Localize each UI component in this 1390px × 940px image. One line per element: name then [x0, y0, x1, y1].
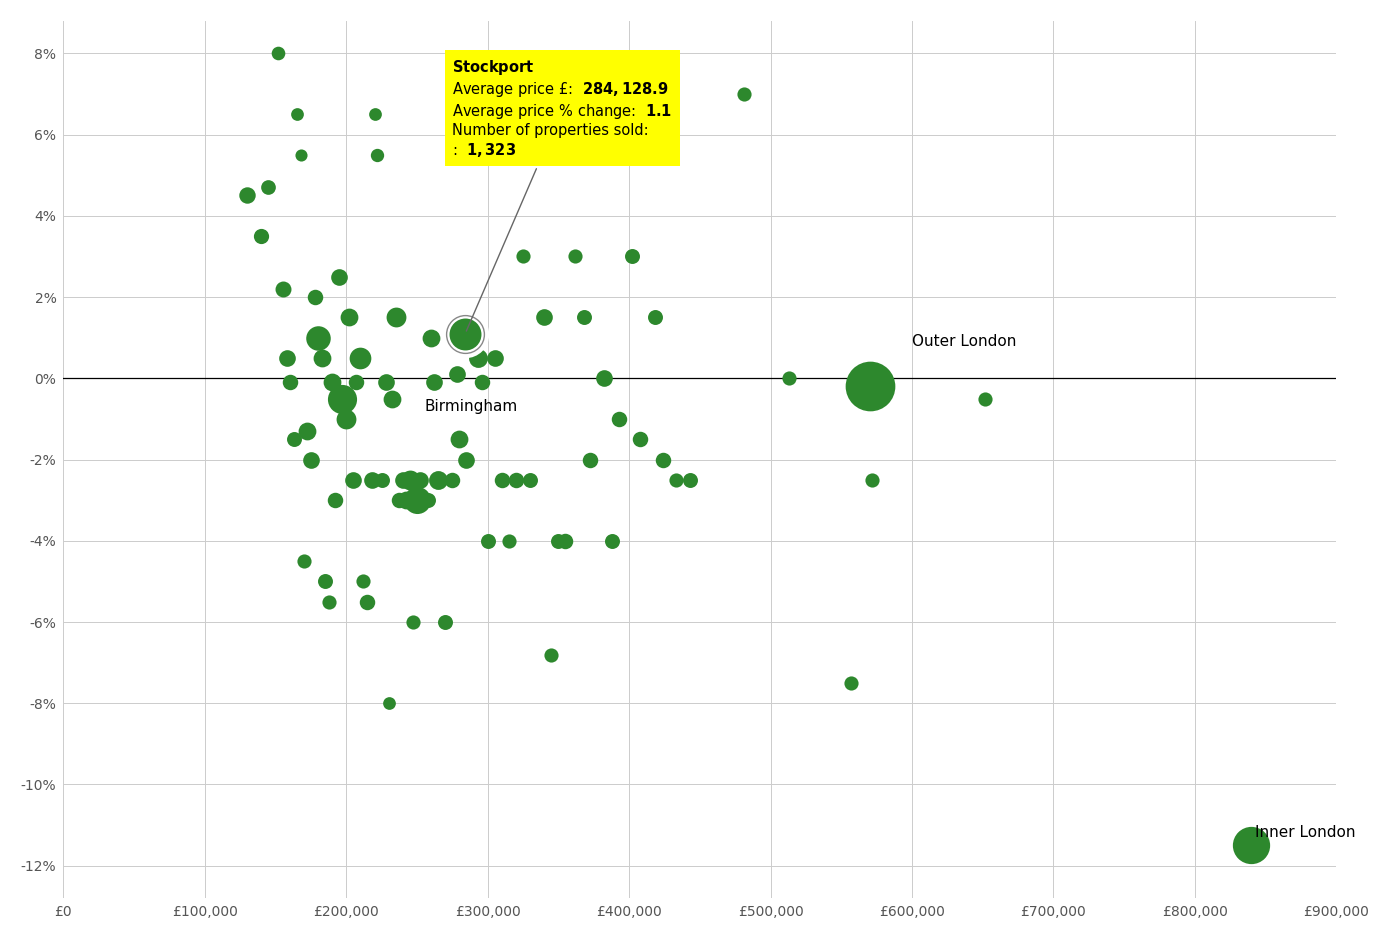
Point: [399, 472, 421, 487]
Point: [356, 594, 378, 609]
Point: [406, 493, 428, 508]
Text: Outer London: Outer London: [912, 334, 1016, 349]
Point: [275, 351, 297, 366]
Point: [974, 391, 997, 406]
Point: [345, 375, 367, 390]
Point: [498, 533, 520, 548]
Point: [491, 472, 513, 487]
Point: [630, 431, 652, 446]
Point: [417, 493, 439, 508]
Point: [441, 472, 463, 487]
Point: [477, 533, 499, 548]
Point: [564, 249, 587, 264]
Text: Birmingham: Birmingham: [424, 399, 517, 414]
Point: [505, 472, 527, 487]
Point: [371, 472, 393, 487]
Point: [548, 533, 570, 548]
Point: [285, 107, 307, 122]
Point: [664, 472, 687, 487]
Point: [331, 391, 353, 406]
Point: [318, 594, 341, 609]
Point: [840, 676, 862, 691]
Point: [385, 310, 407, 325]
Point: [352, 573, 374, 588]
Point: [311, 351, 334, 366]
Point: [778, 370, 801, 385]
Point: [360, 472, 382, 487]
Point: [300, 452, 322, 467]
Point: [381, 391, 403, 406]
Point: [335, 412, 357, 427]
Point: [402, 615, 424, 630]
Point: [282, 431, 304, 446]
Point: [236, 188, 259, 203]
Point: [293, 554, 316, 569]
Point: [512, 249, 534, 264]
Point: [621, 249, 644, 264]
Point: [314, 573, 336, 588]
Text: Inner London: Inner London: [1255, 825, 1355, 840]
Point: [678, 472, 701, 487]
Point: [307, 330, 329, 345]
Point: [644, 310, 666, 325]
Point: [555, 533, 577, 548]
Point: [455, 326, 477, 341]
Point: [271, 281, 293, 296]
Point: [455, 326, 477, 341]
Point: [423, 375, 445, 390]
Point: [573, 310, 595, 325]
Point: [467, 351, 489, 366]
Point: [427, 472, 449, 487]
Point: [541, 647, 563, 662]
Point: [296, 424, 318, 439]
Point: [291, 148, 313, 163]
Point: [862, 472, 884, 487]
Text: $\mathbf{Stockport}$
Average price £:  $\mathbf{284,128.9}$
Average price % chan: $\mathbf{Stockport}$ Average price £: $\…: [452, 58, 673, 331]
Point: [304, 290, 327, 305]
Point: [471, 375, 493, 390]
Point: [455, 326, 477, 341]
Point: [413, 493, 435, 508]
Point: [375, 375, 398, 390]
Point: [267, 46, 289, 61]
Point: [1240, 838, 1262, 853]
Point: [434, 615, 456, 630]
Point: [607, 412, 630, 427]
Point: [378, 696, 400, 711]
Point: [392, 472, 414, 487]
Point: [859, 379, 881, 394]
Point: [420, 330, 442, 345]
Point: [321, 375, 343, 390]
Point: [363, 107, 385, 122]
Point: [395, 493, 417, 508]
Point: [324, 493, 346, 508]
Point: [456, 452, 478, 467]
Point: [257, 180, 279, 195]
Point: [518, 472, 541, 487]
Point: [328, 269, 350, 284]
Point: [652, 452, 674, 467]
Point: [600, 533, 623, 548]
Point: [733, 86, 755, 102]
Point: [534, 310, 556, 325]
Point: [445, 367, 467, 382]
Point: [388, 493, 410, 508]
Point: [349, 351, 371, 366]
Point: [592, 370, 614, 385]
Point: [278, 375, 300, 390]
Point: [250, 228, 272, 243]
Point: [338, 310, 360, 325]
Point: [366, 148, 388, 163]
Point: [484, 351, 506, 366]
Point: [342, 472, 364, 487]
Point: [409, 472, 431, 487]
Point: [578, 452, 600, 467]
Point: [455, 326, 477, 341]
Point: [448, 431, 470, 446]
